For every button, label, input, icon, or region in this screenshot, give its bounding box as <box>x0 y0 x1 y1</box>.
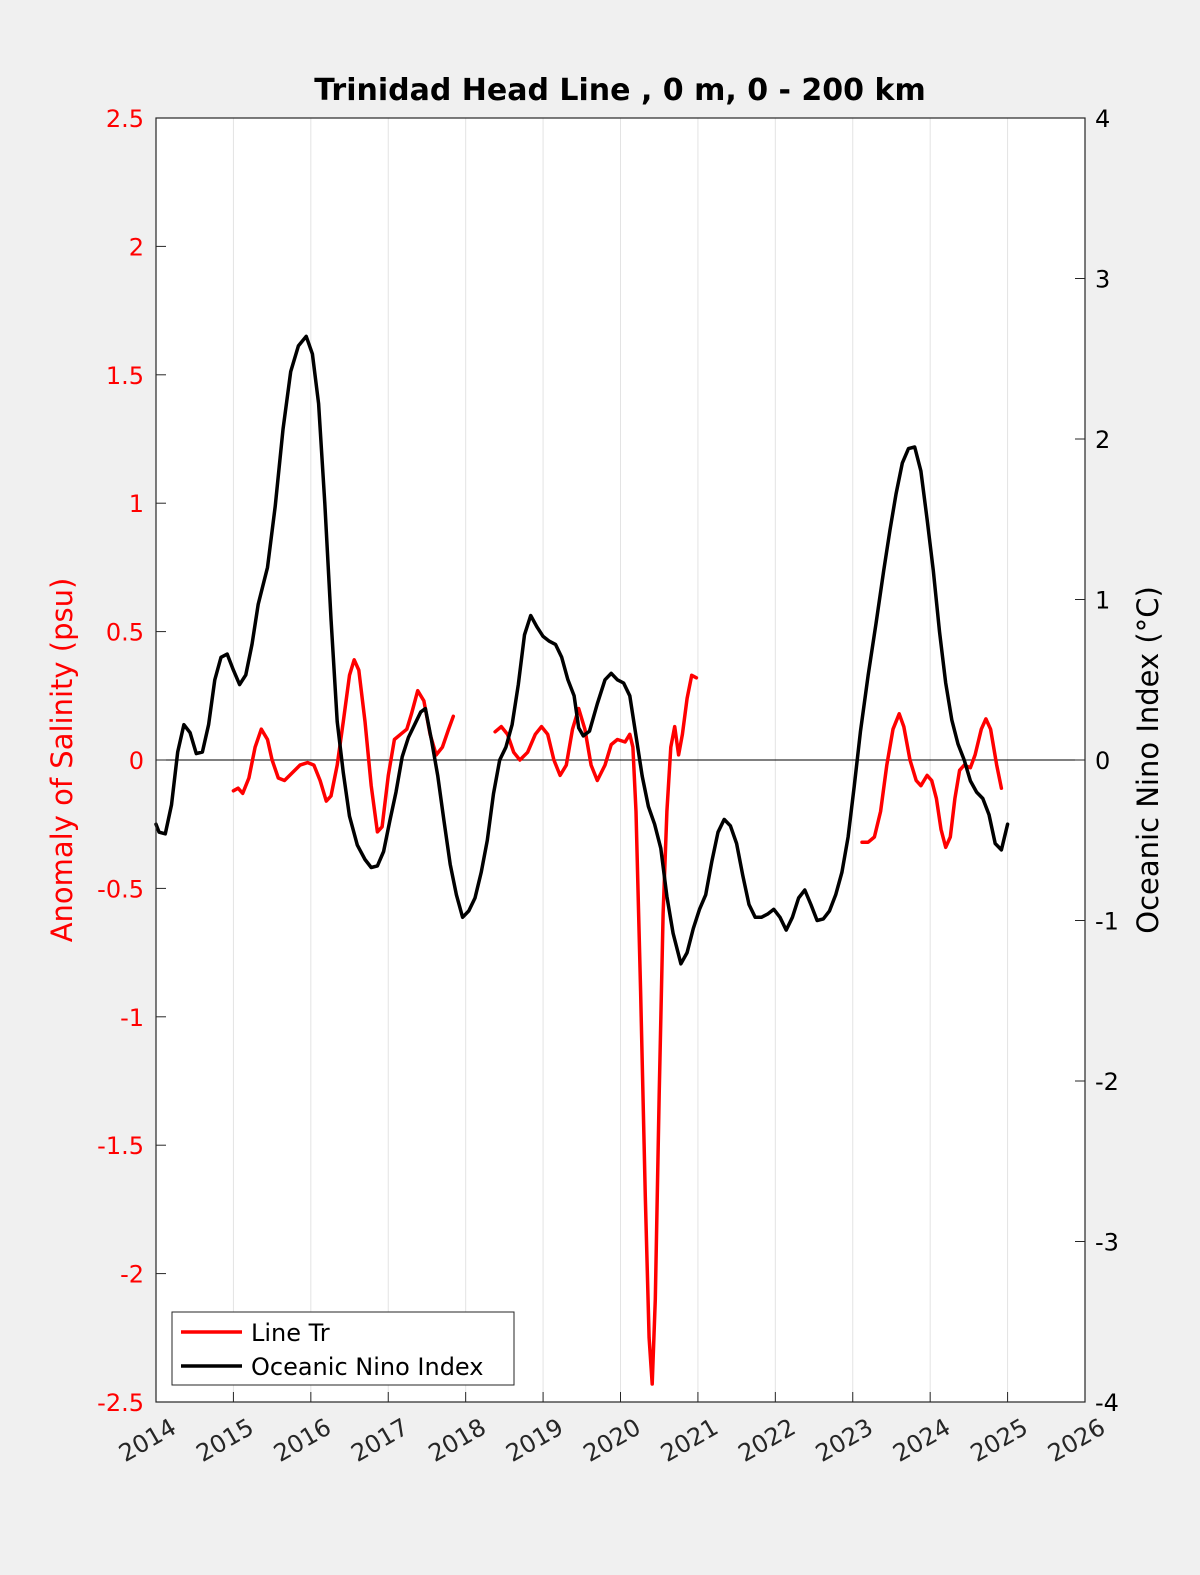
series-group <box>154 334 1010 1386</box>
legend-label-oni: Oceanic Nino Index <box>251 1353 483 1381</box>
series-line-tr-segment-3 <box>860 712 1004 850</box>
y-left-tick-label: 1 <box>129 490 144 518</box>
legend-label-line-tr: Line Tr <box>251 1319 330 1347</box>
y-right-tick-label: -2 <box>1095 1068 1119 1096</box>
legend-box <box>171 1311 515 1386</box>
y-left-tick-label: 2.5 <box>106 105 144 133</box>
y-axis-left: 2.5 2 1.5 1 0.5 0 -0.5 -1 -1.5 -2 -2.5 <box>97 105 166 1417</box>
y-left-tick-label: 2 <box>129 233 144 261</box>
y-axis-left-label: Anomaly of Salinity (psu) <box>45 578 79 943</box>
y-left-tick-label: -2 <box>120 1261 144 1289</box>
series-line-tr-segment-2 <box>493 673 699 1386</box>
y-axis-right-label: Oceanic Nino Index (°C) <box>1131 586 1165 934</box>
y-left-tick-label: -1.5 <box>97 1132 144 1160</box>
y-right-tick-label: 4 <box>1095 105 1110 133</box>
y-left-tick-label: -0.5 <box>97 875 144 903</box>
y-left-tick-label: -1 <box>120 1004 144 1032</box>
y-left-tick-label: 1.5 <box>106 362 144 390</box>
series-line-tr-segment-1 <box>231 658 456 834</box>
y-right-tick-label: -3 <box>1095 1229 1119 1257</box>
legend: Line Tr Oceanic Nino Index <box>171 1311 515 1386</box>
y-right-tick-label: 3 <box>1095 266 1110 294</box>
y-left-tick-label: 0.5 <box>106 619 144 647</box>
series-oceanic-nino-index-segment-1 <box>154 334 1010 966</box>
y-left-tick-label: -2.5 <box>97 1389 144 1417</box>
y-axis-right: 4 3 2 1 0 -1 -2 -3 -4 <box>1075 105 1119 1417</box>
y-right-tick-label: -4 <box>1095 1389 1119 1417</box>
y-left-tick-label: 0 <box>129 747 144 775</box>
y-right-tick-label: 2 <box>1095 426 1110 454</box>
y-right-tick-label: -1 <box>1095 908 1119 936</box>
chart-title: Trinidad Head Line , 0 m, 0 - 200 km <box>314 73 925 108</box>
y-right-tick-label: 0 <box>1095 747 1110 775</box>
y-right-tick-label: 1 <box>1095 587 1110 615</box>
